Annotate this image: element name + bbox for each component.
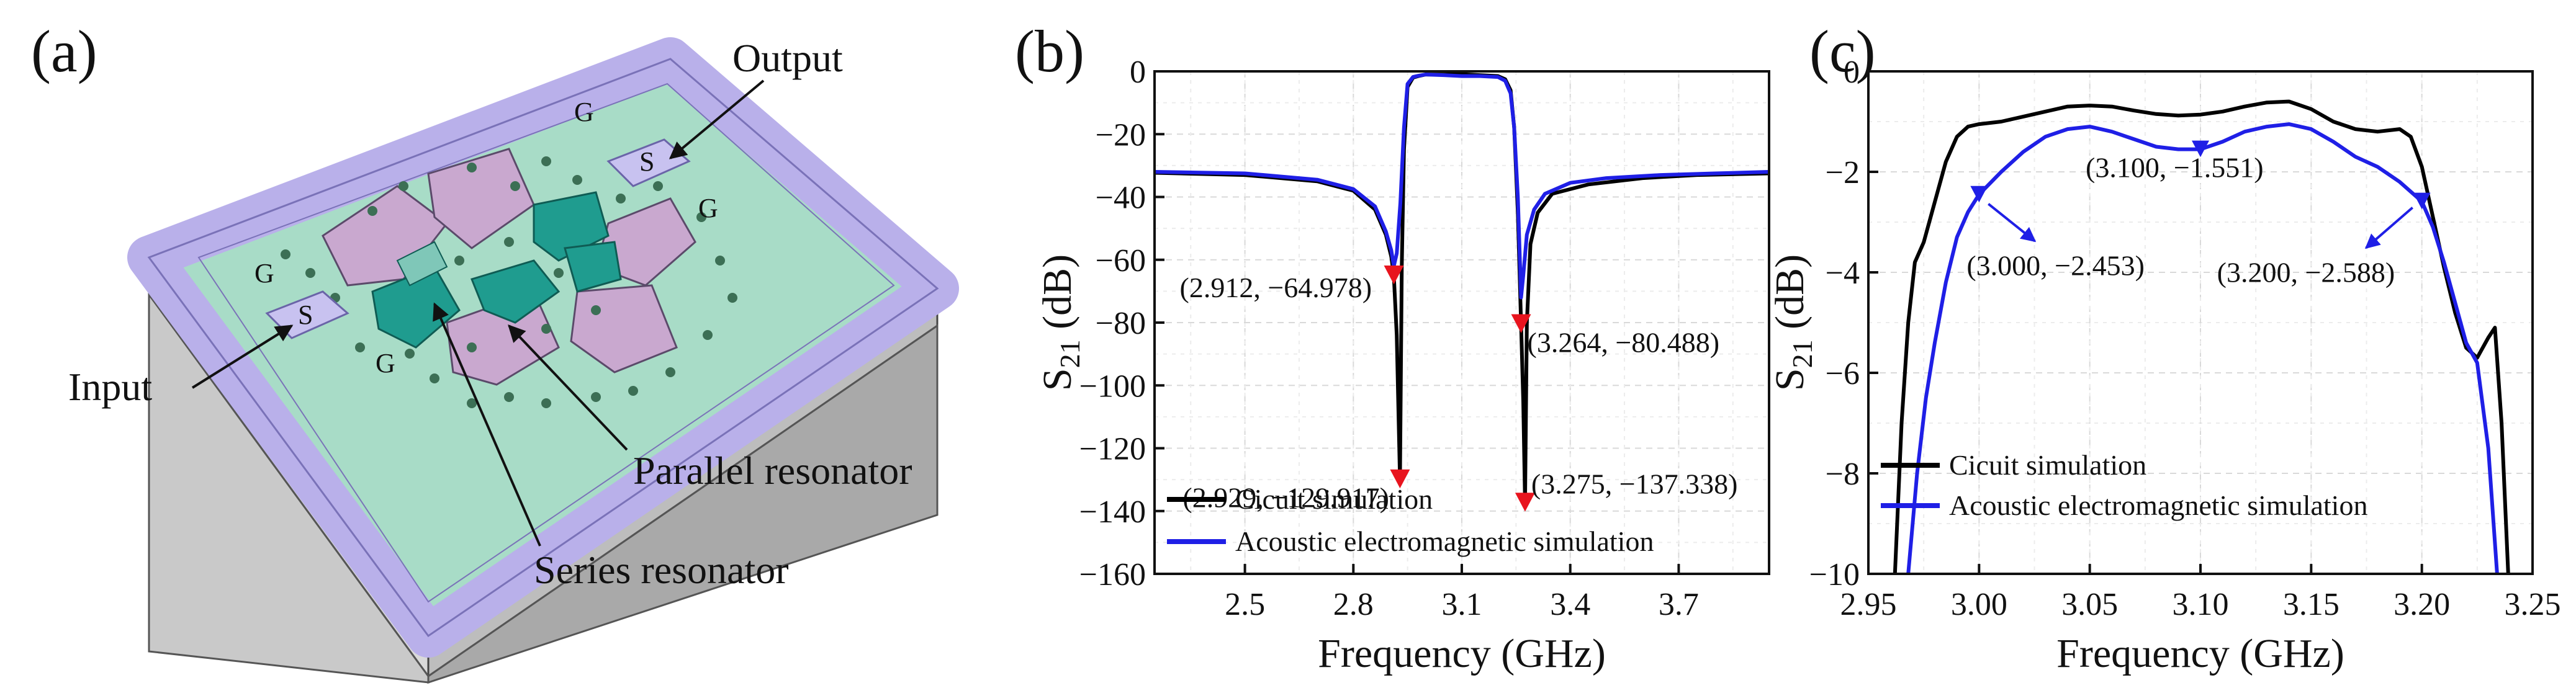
series-line-acoustic bbox=[1155, 73, 1769, 300]
ground-pad-label: G bbox=[376, 348, 395, 378]
y-tick-label: −4 bbox=[1826, 256, 1860, 291]
y-axis-title-b: S21 (dB) bbox=[1035, 254, 1086, 391]
y-tick-label: −20 bbox=[1096, 117, 1146, 153]
output-arrow bbox=[669, 79, 765, 159]
y-tick-label: −100 bbox=[1079, 369, 1146, 404]
marker-pointer-arrow bbox=[2364, 207, 2413, 249]
x-tick-label: 3.05 bbox=[2061, 587, 2118, 622]
y-tick-label: −60 bbox=[1096, 243, 1146, 279]
ticks-b: 0 −20 −40 −60 −80 −100 −120 −140 −160 2.5 2.8 3.1 3.… bbox=[1079, 55, 1699, 622]
legend-label-acoustic: Acoustic electromagnetic simulation bbox=[1235, 525, 1654, 557]
via-dots bbox=[281, 156, 737, 408]
y-tick-label: −10 bbox=[1809, 557, 1860, 592]
y-tick-label: −8 bbox=[1826, 457, 1860, 492]
panel-c-chart: (c) (3.000, −2.453) (3.100, −1.551) (3.200… bbox=[1767, 18, 2561, 676]
panel-c-label: (c) bbox=[1809, 18, 1876, 84]
parallel-callout: Parallel resonator bbox=[633, 449, 912, 493]
panel-b-chart: (b) (2.912, −64.978)(2.929, −129.917)(3.… bbox=[1015, 18, 1770, 676]
markers-c: (3.000, −2.453) (3.100, −1.551) (3.200, −2… bbox=[1966, 140, 2431, 288]
callouts: Output Input Parallel resonator Series r… bbox=[68, 36, 912, 592]
x-tick-label: 3.15 bbox=[2283, 587, 2340, 622]
legend-label-circuit: Cicuit simulation bbox=[1235, 483, 1433, 515]
y-tick-label: −2 bbox=[1826, 155, 1860, 190]
signal-pad-label: S bbox=[639, 146, 654, 177]
input-callout: Input bbox=[68, 365, 152, 409]
series-arrow bbox=[433, 302, 541, 547]
series-line-circuit bbox=[1893, 99, 2510, 574]
x-tick-label: 3.4 bbox=[1550, 587, 1590, 622]
x-tick-label: 3.00 bbox=[1951, 587, 2007, 622]
x-tick-label: 3.1 bbox=[1442, 587, 1482, 622]
input-arrow bbox=[191, 324, 294, 389]
x-tick-label: 2.8 bbox=[1333, 587, 1374, 622]
y-tick-label: −80 bbox=[1096, 306, 1146, 341]
x-tick-label: 3.25 bbox=[2505, 587, 2561, 622]
legend-b: Cicuit simulation Acoustic electromagnet… bbox=[1167, 483, 1654, 557]
x-tick-label: 2.5 bbox=[1225, 587, 1265, 622]
legend-c: Cicuit simulation Acoustic electromagnet… bbox=[1881, 449, 2367, 521]
x-axis-title-c: Frequency (GHz) bbox=[2056, 631, 2344, 676]
markers-b: (2.912, −64.978)(2.929, −129.917)(3.264,… bbox=[1180, 265, 1738, 514]
ground-pad-label: G bbox=[254, 258, 274, 288]
marker-annotation: (3.100, −1.551) bbox=[2086, 152, 2264, 184]
data-marker bbox=[1970, 185, 1988, 203]
x-tick-label: 2.95 bbox=[1840, 587, 1897, 622]
y-tick-label: −120 bbox=[1079, 432, 1146, 467]
parallel-arrow bbox=[508, 324, 628, 451]
marker-annotation: (3.000, −2.453) bbox=[1966, 250, 2145, 282]
x-tick-label: 3.20 bbox=[2394, 587, 2450, 622]
panel-a-illustration: (a) bbox=[31, 18, 959, 684]
ground-frame bbox=[127, 37, 959, 658]
y-tick-label: −140 bbox=[1079, 494, 1146, 530]
marker-annotation: (3.200, −2.588) bbox=[2217, 257, 2395, 288]
ground-pad-label: G bbox=[574, 97, 594, 127]
y-tick-label: −6 bbox=[1826, 356, 1860, 391]
ground-pad-label: G bbox=[698, 193, 718, 223]
data-marker bbox=[2192, 140, 2209, 158]
signal-pad-label: S bbox=[298, 300, 313, 330]
data-marker bbox=[1511, 314, 1531, 333]
legend-label-circuit: Cicuit simulation bbox=[1949, 449, 2146, 481]
y-axis-title-c: S21 (dB) bbox=[1767, 254, 1818, 391]
marker-pointer-arrow bbox=[1988, 203, 2037, 243]
data-marker bbox=[1390, 469, 1410, 489]
data-marker bbox=[1384, 265, 1404, 285]
curves-b bbox=[1155, 72, 1769, 505]
resonator-electrodes bbox=[322, 148, 696, 386]
data-marker bbox=[1515, 493, 1535, 512]
marker-annotation: (2.912, −64.978) bbox=[1180, 272, 1372, 303]
y-tick-label: −160 bbox=[1079, 557, 1146, 592]
output-callout: Output bbox=[732, 36, 843, 80]
marker-annotation: (3.275, −137.338) bbox=[1531, 468, 1738, 499]
x-tick-label: 3.10 bbox=[2173, 587, 2229, 622]
series-callout: Series resonator bbox=[534, 548, 789, 592]
pad-letters: G G G G S S bbox=[254, 97, 718, 378]
x-axis-title-b: Frequency (GHz) bbox=[1318, 631, 1606, 676]
y-tick-label: 0 bbox=[1130, 55, 1146, 90]
y-tick-label: −40 bbox=[1096, 181, 1146, 216]
panel-b-label: (b) bbox=[1015, 18, 1084, 84]
marker-annotation: (3.264, −80.488) bbox=[1528, 326, 1720, 358]
legend-label-acoustic: Acoustic electromagnetic simulation bbox=[1949, 489, 2367, 521]
data-marker bbox=[2413, 192, 2431, 210]
y-tick-label: 0 bbox=[1844, 55, 1860, 90]
ticks-c: 0 −2 −4 −6 −8 −102.95 3.00 3.05 3.10 3.15 3.20 3.25 bbox=[1809, 55, 2561, 622]
panel-a-label: (a) bbox=[31, 18, 97, 84]
x-tick-label: 3.7 bbox=[1659, 587, 1699, 622]
